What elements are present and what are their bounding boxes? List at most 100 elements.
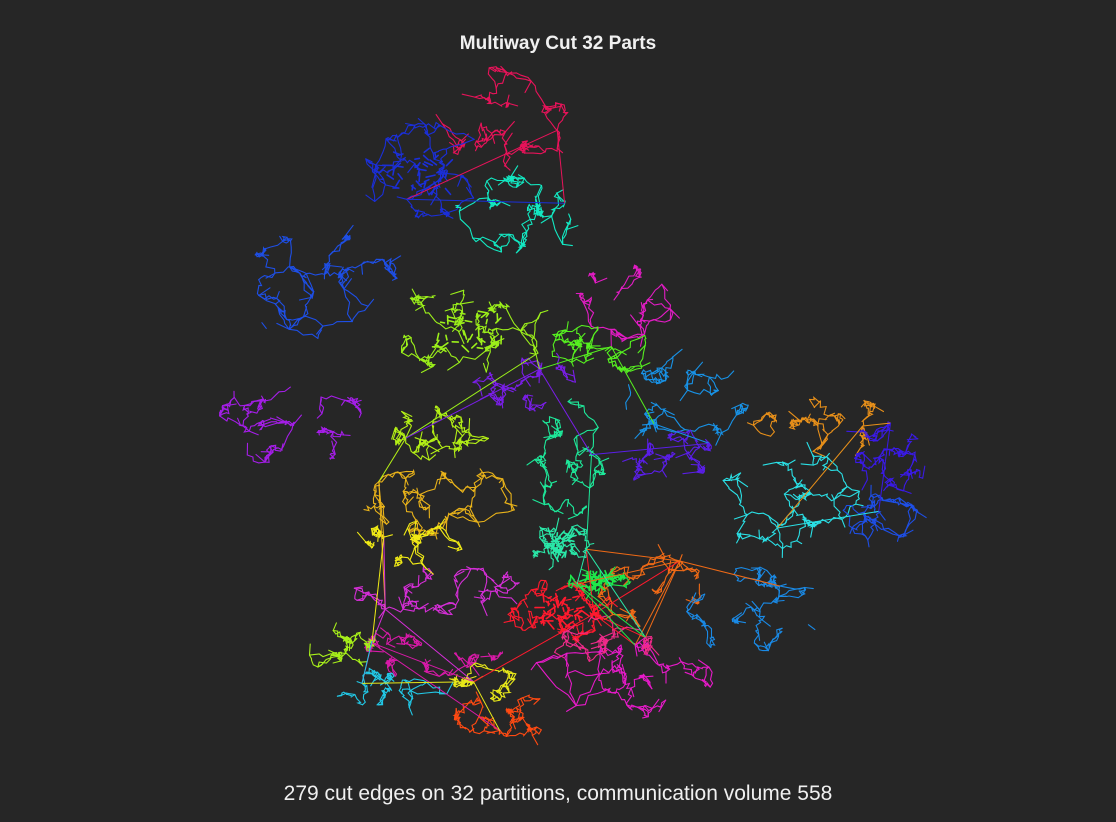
road-segment <box>427 212 449 217</box>
road-segment <box>239 413 250 426</box>
road-spur <box>887 429 894 432</box>
road-spur <box>332 622 337 632</box>
link-segment <box>576 560 680 585</box>
road-segment <box>373 505 388 525</box>
road-segment <box>500 302 507 310</box>
road-spur <box>575 332 586 344</box>
road-spur <box>787 459 796 465</box>
road-segment <box>550 546 555 568</box>
road-spur <box>387 168 393 172</box>
partition-21 <box>686 566 816 652</box>
road-segment <box>648 643 659 666</box>
road-segment <box>567 463 579 469</box>
road-spur <box>454 429 458 443</box>
urban-road <box>552 603 556 608</box>
road-segment <box>381 258 391 272</box>
road-segment <box>454 652 469 664</box>
road-spur <box>466 566 472 570</box>
road-segment <box>361 682 369 693</box>
road-segment <box>866 502 875 510</box>
road-spur <box>532 499 545 506</box>
road-spur <box>516 181 525 188</box>
road-spur <box>405 478 409 486</box>
road-segment <box>467 654 474 664</box>
road-segment <box>372 494 377 507</box>
road-segment <box>539 456 548 468</box>
road-spur <box>867 539 870 548</box>
road-segment <box>505 575 520 585</box>
road-segment <box>550 430 561 438</box>
road-spur <box>498 400 502 406</box>
urban-road <box>386 174 395 180</box>
road-segment <box>556 111 569 131</box>
road-segment <box>533 312 542 339</box>
road-segment <box>753 642 769 652</box>
road-segment <box>401 490 407 506</box>
road-spur <box>524 80 532 94</box>
road-segment <box>577 588 586 597</box>
road-segment <box>361 258 383 265</box>
road-segment <box>542 529 557 537</box>
road-segment <box>685 370 696 391</box>
road-segment <box>812 456 828 466</box>
road-spur <box>581 568 589 573</box>
road-segment <box>258 293 278 301</box>
link-segment <box>634 560 681 646</box>
road-segment <box>647 707 653 718</box>
urban-road <box>547 621 555 630</box>
road-segment <box>414 518 423 532</box>
road-spur <box>675 452 689 459</box>
road-segment <box>508 233 523 249</box>
road-segment <box>801 518 807 521</box>
road-segment <box>411 534 416 542</box>
road-spur <box>459 301 474 305</box>
urban-road <box>538 614 546 620</box>
road-segment <box>655 402 667 411</box>
road-segment <box>624 682 632 690</box>
road-spur <box>611 584 625 587</box>
network-partitions <box>219 65 927 746</box>
road-segment <box>536 210 545 218</box>
road-spur <box>289 266 300 274</box>
road-spur <box>692 592 697 601</box>
road-spur <box>559 614 567 624</box>
road-spur <box>758 529 761 540</box>
road-spur <box>900 471 908 478</box>
road-segment <box>365 158 380 174</box>
road-segment <box>534 455 544 463</box>
road-segment <box>544 147 558 153</box>
road-spur <box>548 566 554 571</box>
road-spur <box>896 535 900 542</box>
road-spur <box>653 456 666 461</box>
road-segment <box>337 272 342 279</box>
road-segment <box>687 388 711 395</box>
road-segment <box>861 518 875 525</box>
road-segment <box>436 322 459 332</box>
road-spur <box>733 514 749 520</box>
road-spur <box>221 403 237 407</box>
road-segment <box>568 543 578 556</box>
road-spur <box>590 644 606 650</box>
road-spur <box>417 574 420 587</box>
road-spur <box>316 413 323 419</box>
road-spur <box>761 619 771 627</box>
road-segment <box>478 701 484 718</box>
road-segment <box>566 377 576 383</box>
road-segment <box>453 715 462 725</box>
partition-1 <box>435 65 569 171</box>
road-segment <box>495 71 508 89</box>
road-spur <box>407 163 416 174</box>
road-segment <box>858 429 875 438</box>
road-segment <box>472 381 482 388</box>
road-spur <box>798 590 803 596</box>
urban-road <box>477 310 489 314</box>
road-segment <box>697 464 706 473</box>
road-segment <box>722 477 738 482</box>
road-segment <box>340 267 348 277</box>
road-spur <box>398 596 404 610</box>
urban-road <box>436 332 440 342</box>
road-spur <box>481 602 488 617</box>
road-segment <box>736 606 752 622</box>
road-spur <box>365 158 373 163</box>
road-segment <box>870 518 877 525</box>
